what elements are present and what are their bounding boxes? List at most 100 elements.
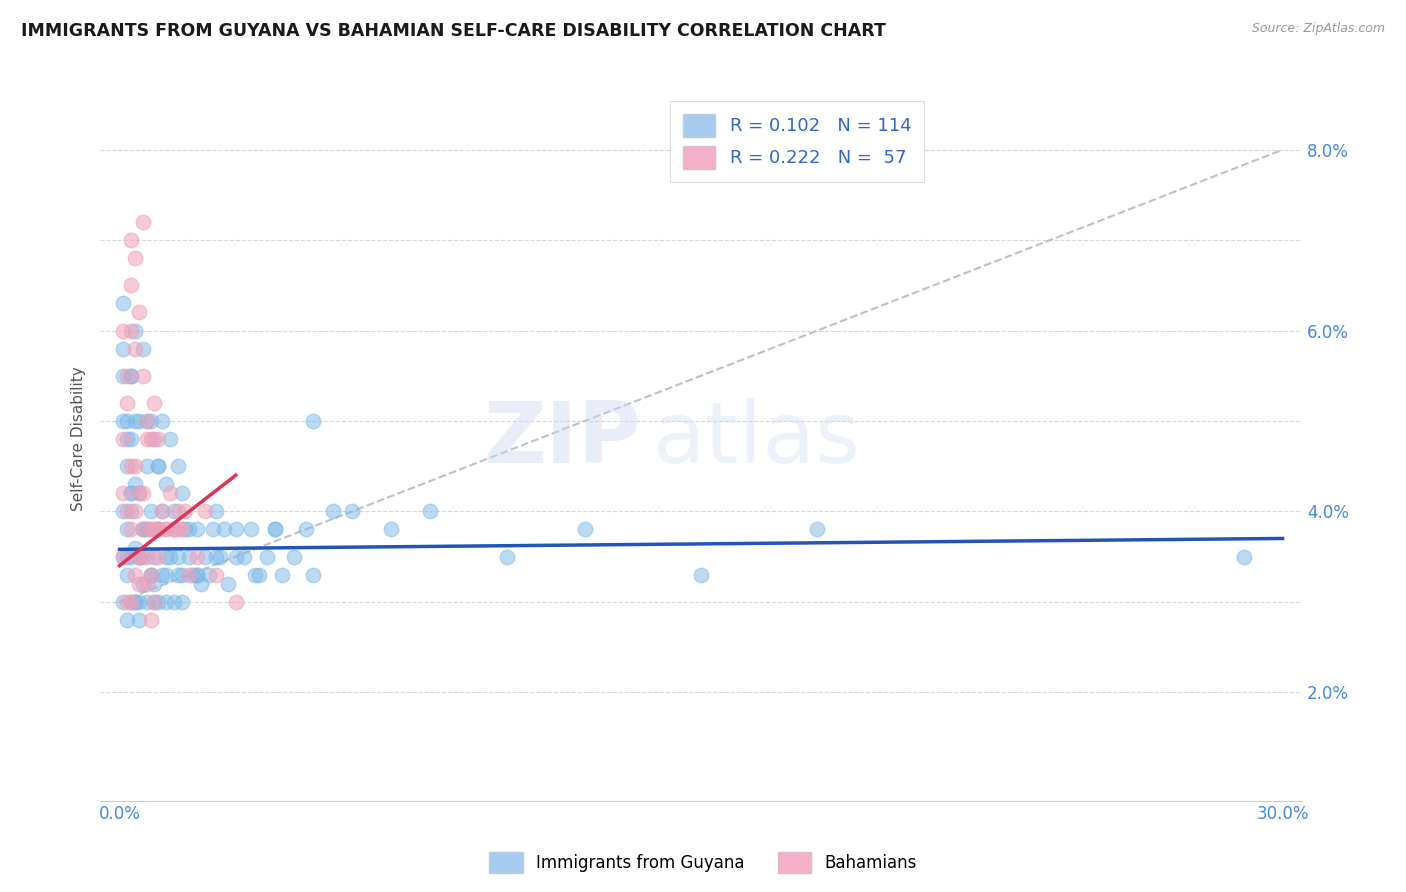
Point <box>117 414 139 428</box>
Point <box>120 368 142 383</box>
Point <box>143 576 166 591</box>
Point <box>132 576 155 591</box>
Text: ZIP: ZIP <box>484 398 641 481</box>
Point <box>143 523 166 537</box>
Point <box>135 459 157 474</box>
Point <box>128 613 150 627</box>
Point <box>117 368 139 383</box>
Point <box>174 523 197 537</box>
Point <box>117 459 139 474</box>
Point <box>112 504 135 518</box>
Point <box>120 595 142 609</box>
Text: IMMIGRANTS FROM GUYANA VS BAHAMIAN SELF-CARE DISABILITY CORRELATION CHART: IMMIGRANTS FROM GUYANA VS BAHAMIAN SELF-… <box>21 22 886 40</box>
Point <box>163 504 186 518</box>
Point <box>166 549 188 564</box>
Point <box>139 567 162 582</box>
Point <box>271 567 294 582</box>
Point <box>112 595 135 609</box>
Point <box>201 523 224 537</box>
Point <box>117 432 139 446</box>
Point <box>112 368 135 383</box>
Point <box>132 523 155 537</box>
Point <box>124 541 146 555</box>
Point <box>132 549 155 564</box>
Point <box>124 595 146 609</box>
Point <box>128 414 150 428</box>
Point <box>124 414 146 428</box>
Point <box>155 595 177 609</box>
Point <box>690 567 713 582</box>
Point <box>139 567 162 582</box>
Point <box>245 567 267 582</box>
Point <box>117 595 139 609</box>
Point <box>148 523 170 537</box>
Point <box>163 523 186 537</box>
Point <box>135 414 157 428</box>
Point <box>496 549 519 564</box>
Point <box>186 567 208 582</box>
Point <box>117 523 139 537</box>
Point <box>143 549 166 564</box>
Point <box>170 595 193 609</box>
Point <box>117 549 139 564</box>
Point <box>132 523 155 537</box>
Point <box>120 486 142 500</box>
Point <box>135 549 157 564</box>
Point <box>150 504 173 518</box>
Point <box>283 549 305 564</box>
Point <box>143 396 166 410</box>
Point <box>112 486 135 500</box>
Point <box>806 523 828 537</box>
Point <box>148 432 170 446</box>
Point <box>181 567 204 582</box>
Point <box>148 595 170 609</box>
Point <box>128 305 150 319</box>
Point <box>132 523 155 537</box>
Point <box>148 549 170 564</box>
Point <box>120 324 142 338</box>
Point <box>132 215 155 229</box>
Point <box>166 504 188 518</box>
Point <box>128 549 150 564</box>
Text: atlas: atlas <box>652 398 860 481</box>
Point <box>148 459 170 474</box>
Point <box>124 477 146 491</box>
Point <box>124 595 146 609</box>
Point <box>263 523 285 537</box>
Point <box>128 486 150 500</box>
Point <box>186 549 208 564</box>
Point <box>217 576 239 591</box>
Legend: Immigrants from Guyana, Bahamians: Immigrants from Guyana, Bahamians <box>482 846 924 880</box>
Point <box>212 523 235 537</box>
Point <box>205 504 228 518</box>
Point <box>163 523 186 537</box>
Point <box>148 523 170 537</box>
Point <box>205 549 228 564</box>
Y-axis label: Self-Care Disability: Self-Care Disability <box>72 367 86 511</box>
Point <box>148 459 170 474</box>
Point <box>120 523 142 537</box>
Point <box>112 296 135 310</box>
Point <box>240 523 263 537</box>
Point <box>574 523 596 537</box>
Point <box>166 459 188 474</box>
Point <box>380 523 402 537</box>
Point <box>124 324 146 338</box>
Point <box>112 549 135 564</box>
Point <box>124 459 146 474</box>
Point <box>117 396 139 410</box>
Point <box>139 523 162 537</box>
Point <box>139 567 162 582</box>
Point <box>170 567 193 582</box>
Point <box>132 486 155 500</box>
Point <box>112 414 135 428</box>
Point <box>170 486 193 500</box>
Point <box>143 432 166 446</box>
Point <box>194 549 217 564</box>
Point <box>117 504 139 518</box>
Point <box>112 342 135 356</box>
Legend: R = 0.102   N = 114, R = 0.222   N =  57: R = 0.102 N = 114, R = 0.222 N = 57 <box>671 101 924 182</box>
Point <box>209 549 232 564</box>
Point <box>120 486 142 500</box>
Point <box>139 414 162 428</box>
